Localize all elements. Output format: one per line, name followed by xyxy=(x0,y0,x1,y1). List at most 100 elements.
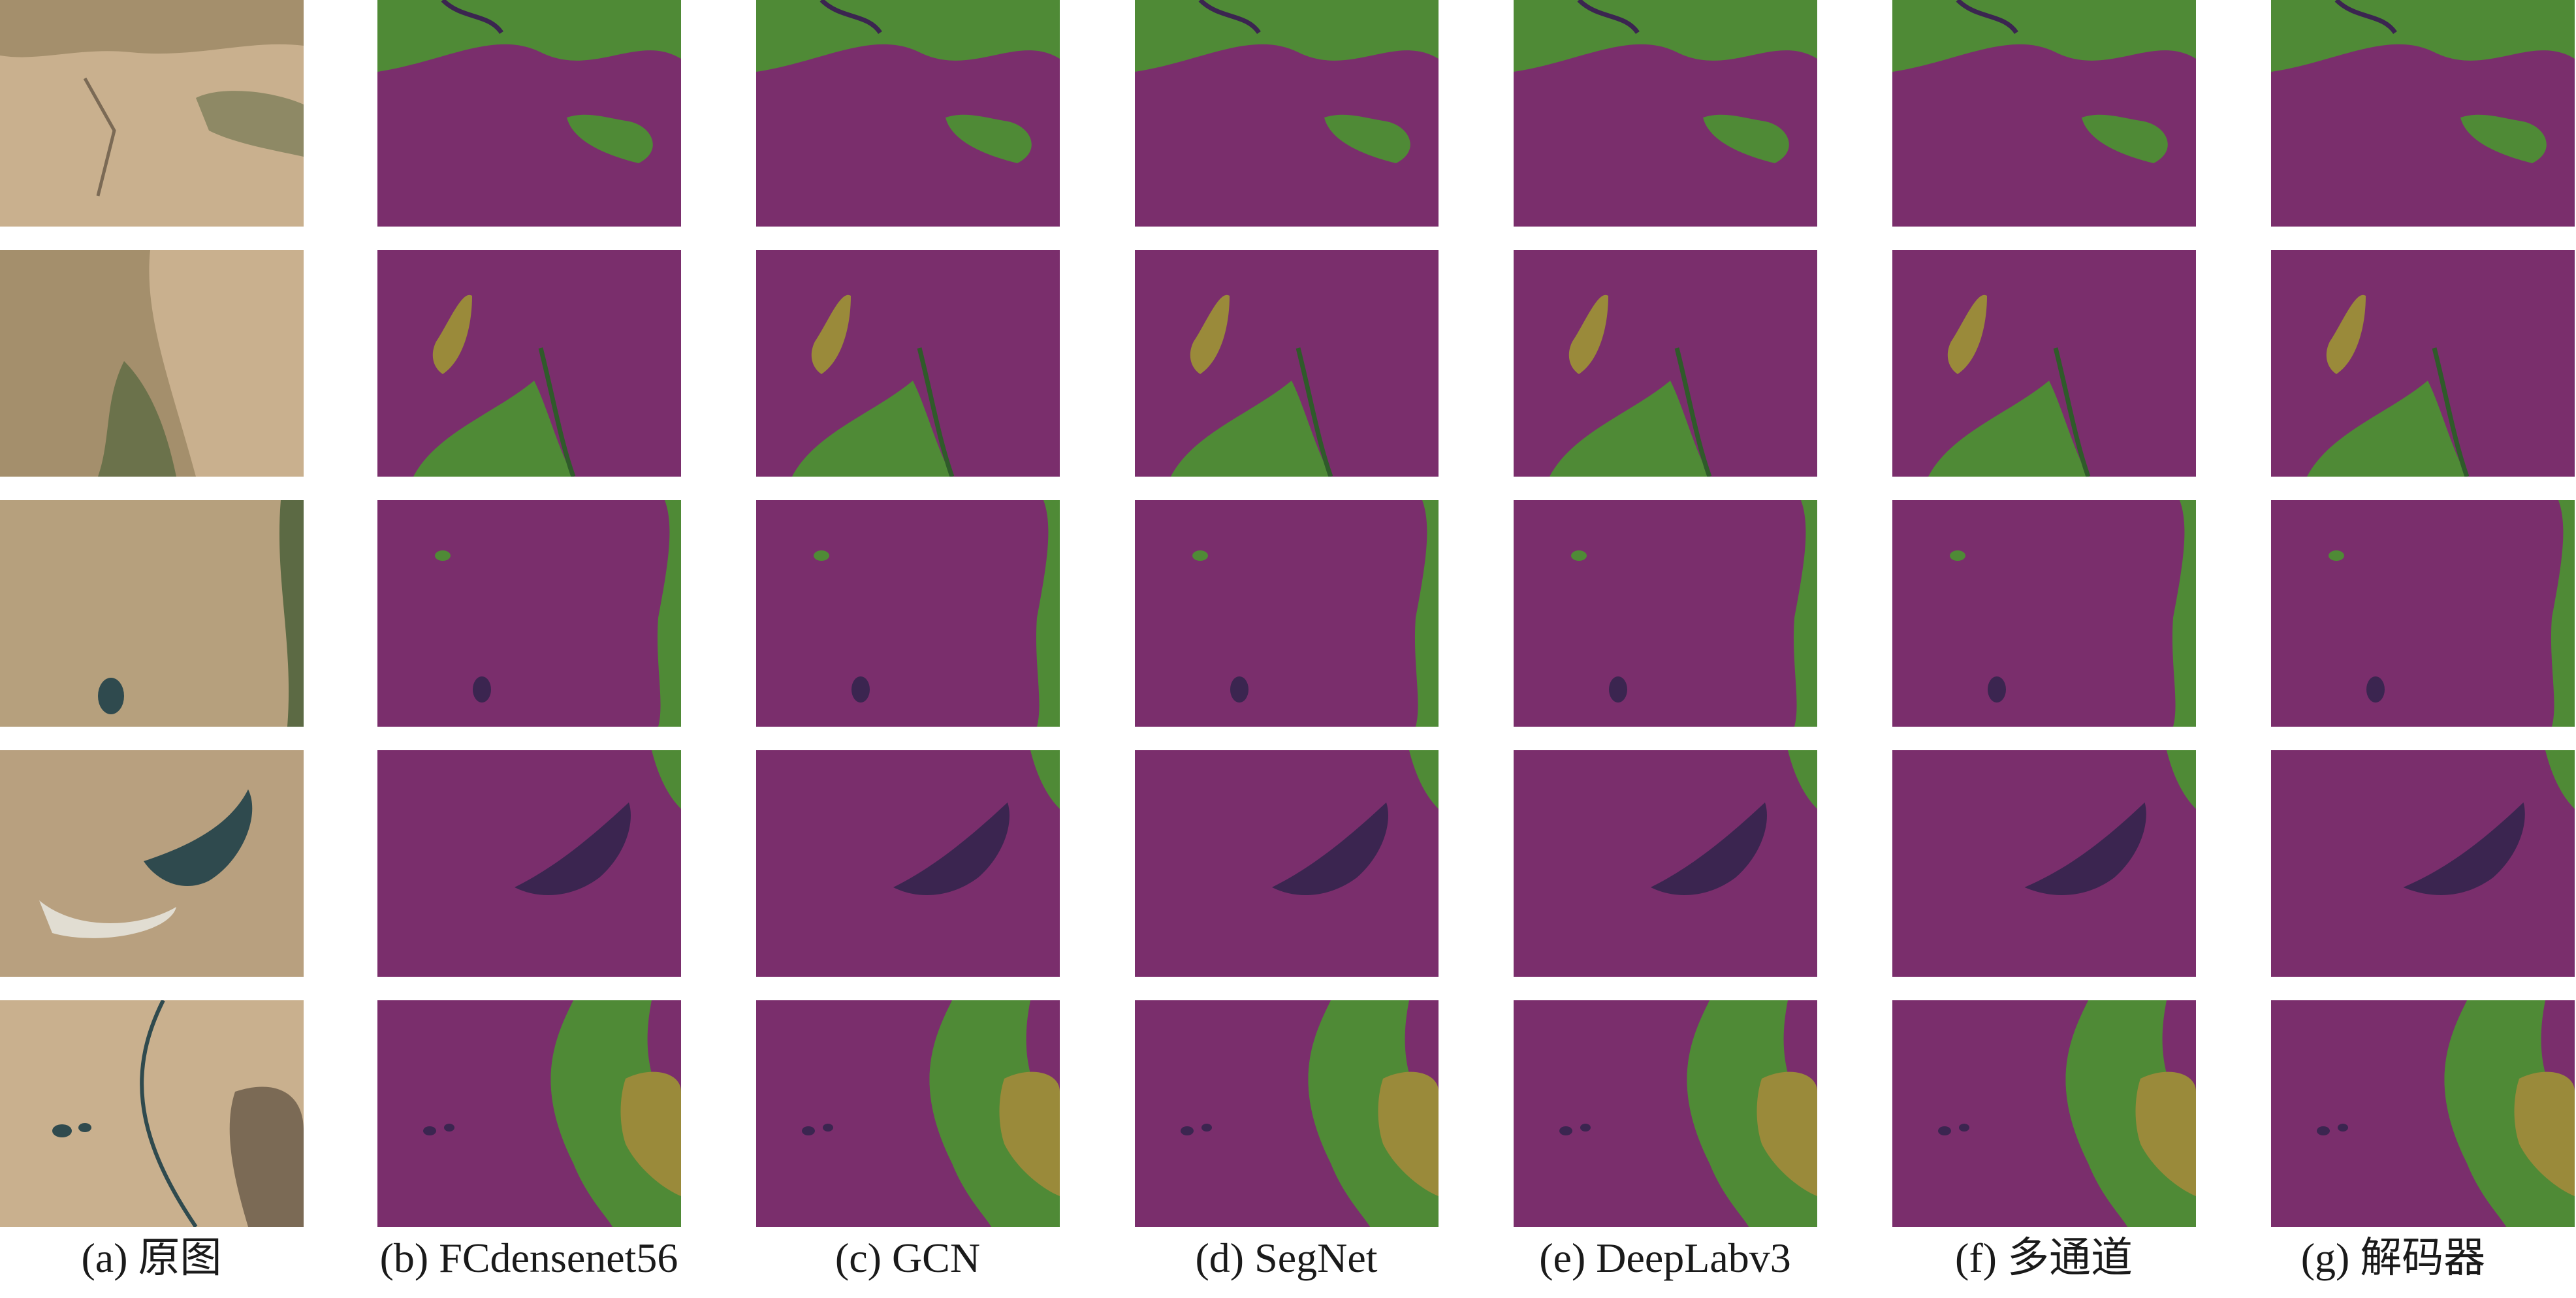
class-2-region xyxy=(1135,1000,1439,1227)
caption-gcn: (c) GCN xyxy=(835,1235,981,1281)
class-4-region xyxy=(819,0,882,35)
segmentation-map xyxy=(1892,1000,2196,1227)
segmentation-map xyxy=(756,500,1060,727)
class-2-region xyxy=(2329,550,2344,561)
class-2-region xyxy=(1571,550,1587,561)
deeplabv3-result-tile xyxy=(1514,1000,1817,1227)
class-4-region xyxy=(1580,1124,1591,1132)
class-2-region xyxy=(1324,114,1410,163)
class-2-region xyxy=(1409,750,1439,809)
terrain-shading xyxy=(0,500,304,727)
vegetation-patch xyxy=(196,91,304,157)
class-3-region xyxy=(1378,1071,1439,1196)
gcn-result-tile xyxy=(756,1000,1060,1227)
segnet-result-tile xyxy=(1135,500,1439,727)
class-2-region xyxy=(652,750,681,809)
lake xyxy=(144,789,253,887)
figure-row-5 xyxy=(0,1000,2576,1227)
segnet-result-tile xyxy=(1135,0,1439,227)
class-2-region xyxy=(946,114,1032,163)
class-4-region xyxy=(1959,1124,1969,1132)
class-3-region xyxy=(1757,1071,1817,1196)
decoder-result-tile xyxy=(2271,0,2575,227)
class-2-region xyxy=(1514,1000,1817,1227)
class-1-region xyxy=(1135,500,1439,727)
segmentation-map xyxy=(1514,500,1817,727)
class-1-region xyxy=(1135,750,1439,977)
segmentation-map xyxy=(377,1000,681,1227)
class-3-region xyxy=(1947,294,1987,374)
class-4-region xyxy=(473,676,491,703)
source-image-tile xyxy=(0,0,304,227)
segnet-result-tile xyxy=(1135,1000,1439,1227)
class-1-region xyxy=(377,500,681,727)
class-2-region xyxy=(2307,381,2467,477)
class-4-region xyxy=(2334,0,2397,35)
class-4-region xyxy=(1577,0,1640,35)
segmentation-map xyxy=(2271,0,2575,227)
class-2-region xyxy=(1928,381,2088,477)
class-2-region xyxy=(1135,0,1439,72)
class-1-region xyxy=(1514,1000,1749,1227)
class-2-region xyxy=(756,1000,1060,1227)
class-3-region xyxy=(1568,294,1608,374)
class-3-region xyxy=(432,294,472,374)
fcdensenet56-result-tile xyxy=(377,250,681,477)
segmentation-map xyxy=(1135,750,1439,977)
class-5-region xyxy=(1674,347,1712,477)
class-1-region xyxy=(756,1000,991,1227)
mountain-slope xyxy=(229,1086,304,1227)
caption-segnet: (d) SegNet xyxy=(1195,1235,1378,1281)
source-image-tile xyxy=(0,250,304,477)
class-4-region xyxy=(1201,1124,1212,1132)
fcdensenet56-result-tile xyxy=(377,750,681,977)
fcdensenet56-result-tile xyxy=(377,0,681,227)
class-4-region xyxy=(851,676,870,703)
source-image xyxy=(0,250,304,477)
class-4-region xyxy=(1956,0,2018,35)
segmentation-map xyxy=(756,250,1060,477)
segnet-result-tile xyxy=(1135,250,1439,477)
class-2-region xyxy=(377,0,681,72)
caption-deeplabv3: (e) DeepLabv3 xyxy=(1539,1235,1791,1281)
class-2-region xyxy=(1788,750,1817,809)
class-2-region xyxy=(2545,750,2575,809)
multichannel-result-tile xyxy=(1892,0,2196,227)
class-2-region xyxy=(2551,500,2575,727)
dry-riverbed xyxy=(83,77,116,197)
multichannel-result-tile xyxy=(1892,500,2196,727)
class-2-region xyxy=(1703,114,1789,163)
class-4-region xyxy=(2024,802,2146,895)
segmentation-map xyxy=(756,750,1060,977)
class-1-region xyxy=(756,750,1060,977)
class-4-region xyxy=(2366,676,2385,703)
vegetation-patch xyxy=(98,361,176,477)
gcn-result-tile xyxy=(756,500,1060,727)
class-4-region xyxy=(1230,676,1248,703)
segmentation-map xyxy=(2271,1000,2575,1227)
class-4-region xyxy=(444,1124,454,1132)
multichannel-result-tile xyxy=(1892,1000,2196,1227)
class-4-region xyxy=(823,1124,833,1132)
class-2-region xyxy=(1892,0,2196,72)
class-4-region xyxy=(2403,802,2525,895)
segmentation-map xyxy=(377,250,681,477)
class-1-region xyxy=(1892,1000,2127,1227)
class-4-region xyxy=(423,1126,436,1135)
class-3-region xyxy=(620,1071,681,1196)
caption-multichannel: (f) 多通道 xyxy=(1955,1235,2133,1281)
gcn-result-tile xyxy=(756,250,1060,477)
decoder-result-tile xyxy=(2271,500,2575,727)
source-image xyxy=(0,0,304,227)
segmentation-map xyxy=(2271,500,2575,727)
caption-fcdensenet56: (b) FCdensenet56 xyxy=(379,1235,678,1281)
class-3-region xyxy=(2135,1071,2196,1196)
class-5-region xyxy=(538,347,576,477)
source-image-tile xyxy=(0,500,304,727)
class-2-region xyxy=(2167,750,2196,809)
caption-source-image: (a) 原图 xyxy=(81,1235,222,1281)
class-1-region xyxy=(1892,500,2196,727)
class-2-region xyxy=(2271,1000,2575,1227)
class-2-region xyxy=(2271,0,2575,72)
